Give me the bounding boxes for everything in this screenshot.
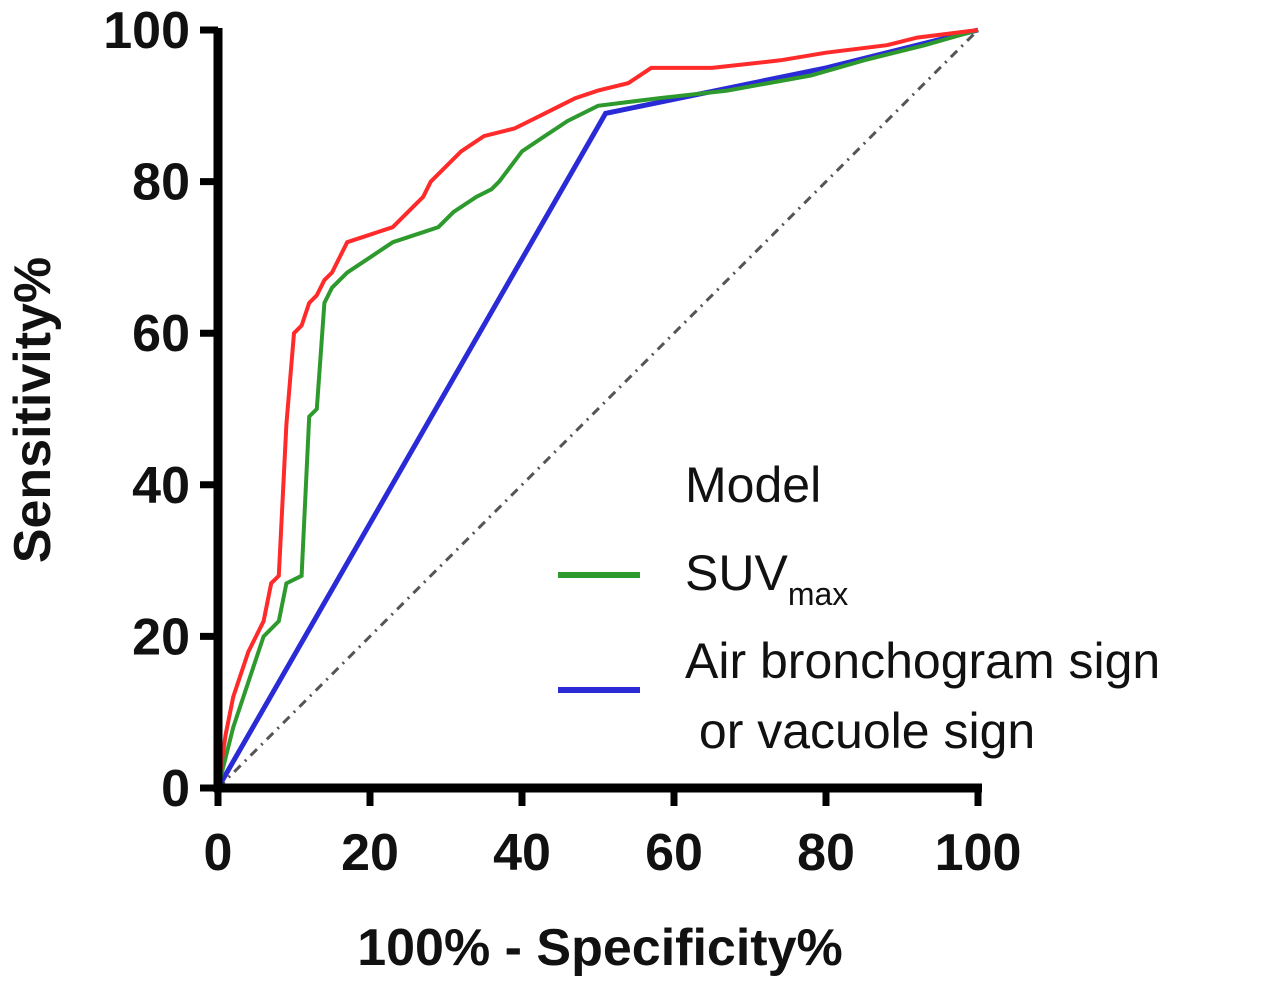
y-axis-title: Sensitivity% [4, 257, 62, 563]
axes-layer [213, 28, 982, 793]
y-tick-label: 40 [132, 457, 190, 515]
reference-diagonal-line [216, 28, 980, 790]
x-tick-label: 60 [645, 824, 703, 882]
y-tick-label: 60 [132, 305, 190, 363]
x-tick-label: 40 [493, 824, 551, 882]
x-tick-label: 100 [935, 824, 1022, 882]
legend-entry-suvmax: SUVmax [685, 545, 848, 612]
y-tick-label: 80 [132, 154, 190, 212]
legend-suvmax-sub: max [788, 576, 848, 612]
legend-entry-air-bronchogram-line2: or vacuole sign [685, 703, 1035, 759]
legend-entry-model: Model [685, 457, 821, 513]
legend: Model SUVmax Air bronchogram sign or vac… [558, 457, 1160, 759]
legend-suvmax-main: SUV [685, 545, 788, 601]
x-tick-label: 0 [204, 824, 233, 882]
x-tick-label: 80 [797, 824, 855, 882]
series-line-suvmax [216, 28, 979, 789]
series-layer [215, 27, 979, 790]
series-line-model [216, 28, 979, 789]
legend-entry-air-bronchogram-line1: Air bronchogram sign [685, 633, 1160, 689]
x-ticks: 0 20 40 60 80 100 [204, 788, 1022, 882]
y-ticks: 0 20 40 60 80 100 [103, 2, 218, 818]
x-axis-title: 100% - Specificity% [357, 919, 843, 977]
y-tick-label: 100 [103, 2, 190, 60]
x-tick-label: 20 [341, 824, 399, 882]
y-tick-label: 0 [161, 760, 190, 818]
reference-line-layer [216, 28, 980, 790]
y-tick-label: 20 [132, 608, 190, 666]
